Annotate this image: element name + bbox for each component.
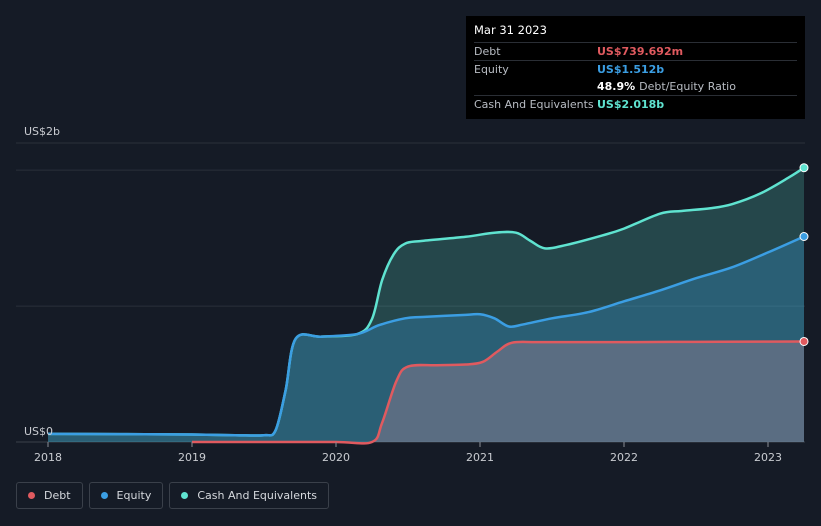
series-areas: [48, 167, 804, 444]
legend-dot-icon: [28, 492, 35, 499]
tooltip-debt-label: Debt: [474, 45, 501, 58]
x-tick-label: 2023: [754, 451, 782, 464]
x-axis-ticks: 2018 2019 2020 2021 2022 2023: [34, 442, 782, 464]
legend: Debt Equity Cash And Equivalents: [16, 482, 329, 509]
marker-cash[interactable]: [799, 163, 809, 173]
series-lines: [47, 166, 805, 445]
tooltip-equity-label: Equity: [474, 63, 509, 76]
tooltip-debt-value: US$739.692m: [597, 45, 684, 58]
marker-debt[interactable]: [799, 336, 809, 346]
tooltip-ratio-value: 48.9%: [597, 80, 636, 93]
tooltip-cash-value: US$2.018b: [597, 98, 665, 111]
legend-label-equity: Equity: [116, 489, 152, 502]
y-axis-top-label: US$2b: [24, 125, 60, 138]
line-equity: [47, 235, 805, 437]
tooltip-row-cash: Cash And Equivalents US$2.018b: [474, 95, 797, 113]
legend-dot-icon: [100, 492, 108, 499]
legend-item-debt[interactable]: Debt: [16, 482, 83, 509]
legend-item-equity[interactable]: Equity: [88, 482, 164, 509]
line-debt: [192, 340, 805, 445]
x-tick-label: 2020: [322, 451, 350, 464]
legend-item-cash[interactable]: Cash And Equivalents: [169, 482, 329, 509]
marker-equity[interactable]: [799, 232, 809, 242]
legend-dot-icon: [181, 492, 189, 499]
x-tick-label: 2019: [178, 451, 206, 464]
tooltip-row-debt: Debt US$739.692m: [474, 42, 797, 60]
y-axis-bottom-label: US$0: [24, 425, 53, 438]
x-tick-label: 2021: [466, 451, 494, 464]
tooltip-ratio-label: Debt/Equity Ratio: [639, 80, 736, 93]
x-tick-label: 2018: [34, 451, 62, 464]
series-end-markers: [799, 163, 809, 346]
tooltip-equity-value: US$1.512b: [597, 63, 665, 76]
tooltip-panel: Mar 31 2023 Debt US$739.692m Equity US$1…: [466, 16, 805, 119]
tooltip-date: Mar 31 2023: [474, 23, 547, 37]
area-debt: [192, 341, 804, 444]
legend-label-cash: Cash And Equivalents: [197, 489, 317, 502]
tooltip-cash-label: Cash And Equivalents: [474, 98, 594, 111]
x-tick-label: 2022: [610, 451, 638, 464]
tooltip-row-ratio: 48.9% Debt/Equity Ratio: [474, 78, 797, 95]
legend-label-debt: Debt: [44, 489, 71, 502]
tooltip-row-equity: Equity US$1.512b: [474, 60, 797, 78]
